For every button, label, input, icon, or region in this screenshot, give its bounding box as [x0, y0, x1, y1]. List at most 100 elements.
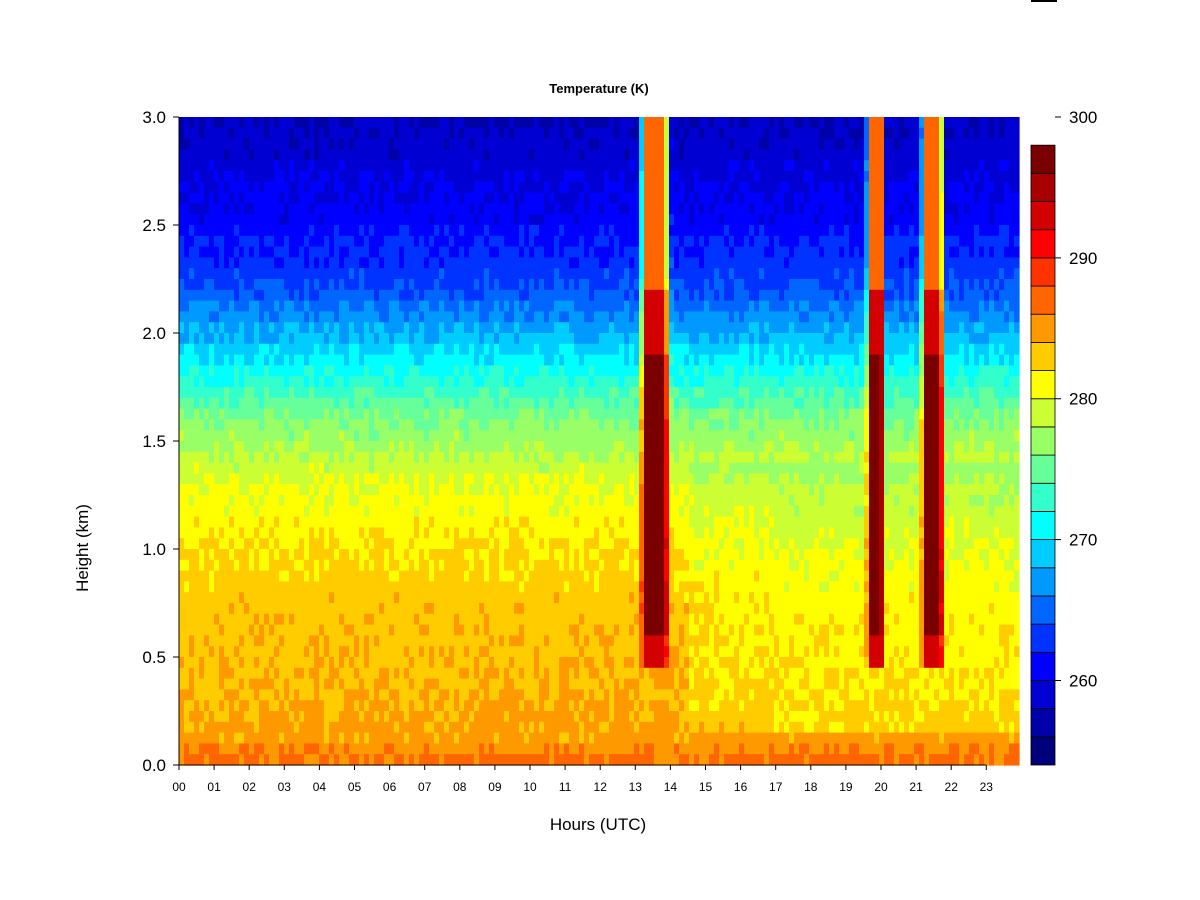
heatmap-cell [589, 149, 595, 161]
heatmap-cell [279, 149, 285, 161]
heatmap-cell [254, 300, 260, 312]
heatmap-cell [489, 203, 495, 215]
heatmap-cell [234, 192, 240, 204]
heatmap-cell [249, 387, 255, 399]
heatmap-cell [529, 473, 535, 485]
heatmap-cell [339, 311, 345, 323]
heatmap-cell [514, 657, 520, 669]
heatmap-cell [574, 495, 580, 507]
heatmap-cell [554, 711, 560, 723]
heatmap-cell [519, 203, 525, 215]
heatmap-cell [224, 505, 230, 518]
heatmap-cell [479, 635, 485, 647]
heatmap-cell [584, 354, 590, 366]
heatmap-cell [489, 214, 495, 226]
heatmap-cell [379, 559, 385, 572]
heatmap-cell [499, 581, 505, 593]
heatmap-cell [439, 430, 445, 442]
heatmap-cell [484, 678, 490, 690]
heatmap-cell [474, 581, 480, 593]
heatmap-cell [539, 549, 545, 561]
heatmap-cell [414, 743, 420, 755]
heatmap-cell [514, 538, 520, 550]
heatmap-cell [594, 289, 600, 302]
heatmap-cell [509, 592, 515, 604]
heatmap-cell [359, 667, 365, 680]
heatmap-cell [209, 505, 215, 518]
heatmap-cell [209, 149, 215, 161]
heatmap-cell [579, 538, 585, 550]
heatmap-cell [229, 322, 235, 334]
heatmap-cell [424, 711, 430, 723]
heatmap-cell [564, 289, 570, 302]
heatmap-cell [274, 300, 280, 312]
heatmap-cell [279, 246, 285, 258]
heatmap-cell [194, 505, 200, 518]
heatmap-cell [369, 484, 375, 496]
heatmap-cell [469, 624, 475, 636]
heatmap-cell [239, 635, 245, 647]
heatmap-cell [199, 678, 205, 690]
heatmap-cell [369, 300, 375, 312]
heatmap-cell [214, 225, 220, 237]
heatmap-cell [204, 397, 210, 410]
heatmap-cell [519, 635, 525, 647]
heatmap-cell [459, 667, 465, 680]
heatmap-cell [294, 505, 300, 518]
heatmap-cell [209, 192, 215, 204]
heatmap-cell [379, 495, 385, 507]
heatmap-cell [209, 624, 215, 636]
heatmap-cell [559, 214, 565, 226]
heatmap-cell [529, 505, 535, 518]
heatmap-cell [384, 592, 390, 604]
heatmap-cell [219, 419, 225, 431]
heatmap-cell [509, 441, 515, 453]
heatmap-cell [304, 549, 310, 561]
heatmap-cell [379, 657, 385, 669]
heatmap-cell [509, 613, 515, 626]
heatmap-cell [544, 505, 550, 518]
heatmap-cell [224, 268, 230, 280]
heatmap-cell [324, 225, 330, 237]
heatmap-cell [379, 527, 385, 539]
heatmap-cell [574, 581, 580, 593]
heatmap-cell [379, 225, 385, 237]
heatmap-cell [194, 711, 200, 723]
heatmap-cell [179, 138, 185, 150]
heatmap-cell [464, 495, 470, 507]
heatmap-cell [369, 646, 375, 658]
heatmap-cell [209, 397, 215, 410]
heatmap-cell [574, 149, 580, 161]
heatmap-cell [494, 484, 500, 496]
heatmap-cell [249, 559, 255, 572]
heatmap-cell [294, 203, 300, 215]
heatmap-cell [229, 473, 235, 485]
heatmap-cell [574, 700, 580, 712]
heatmap-cell [529, 603, 535, 615]
heatmap-cell [359, 549, 365, 561]
heatmap-cell [259, 279, 265, 291]
heatmap-cell [259, 473, 265, 485]
heatmap-cell [569, 441, 575, 453]
heatmap-cell [544, 300, 550, 312]
heatmap-cell [194, 646, 200, 658]
heatmap-cell [494, 333, 500, 345]
heatmap-cell [489, 365, 495, 377]
heatmap-cell [339, 289, 345, 302]
heatmap-cell [349, 376, 355, 388]
heatmap-cell [514, 505, 520, 518]
heatmap-cell [334, 311, 340, 323]
heatmap-cell [249, 246, 255, 258]
heatmap-cell [404, 397, 410, 410]
heatmap-cell [429, 678, 435, 690]
heatmap-cell [364, 300, 370, 312]
heatmap-cell [559, 646, 565, 658]
heatmap-cell [579, 203, 585, 215]
heatmap-cell [189, 657, 195, 669]
heatmap-cell [544, 473, 550, 485]
heatmap-cell [439, 538, 445, 550]
heatmap-cell [479, 570, 485, 582]
heatmap-cell [394, 732, 400, 744]
heatmap-cell [374, 203, 380, 215]
heatmap-cell [329, 657, 335, 669]
